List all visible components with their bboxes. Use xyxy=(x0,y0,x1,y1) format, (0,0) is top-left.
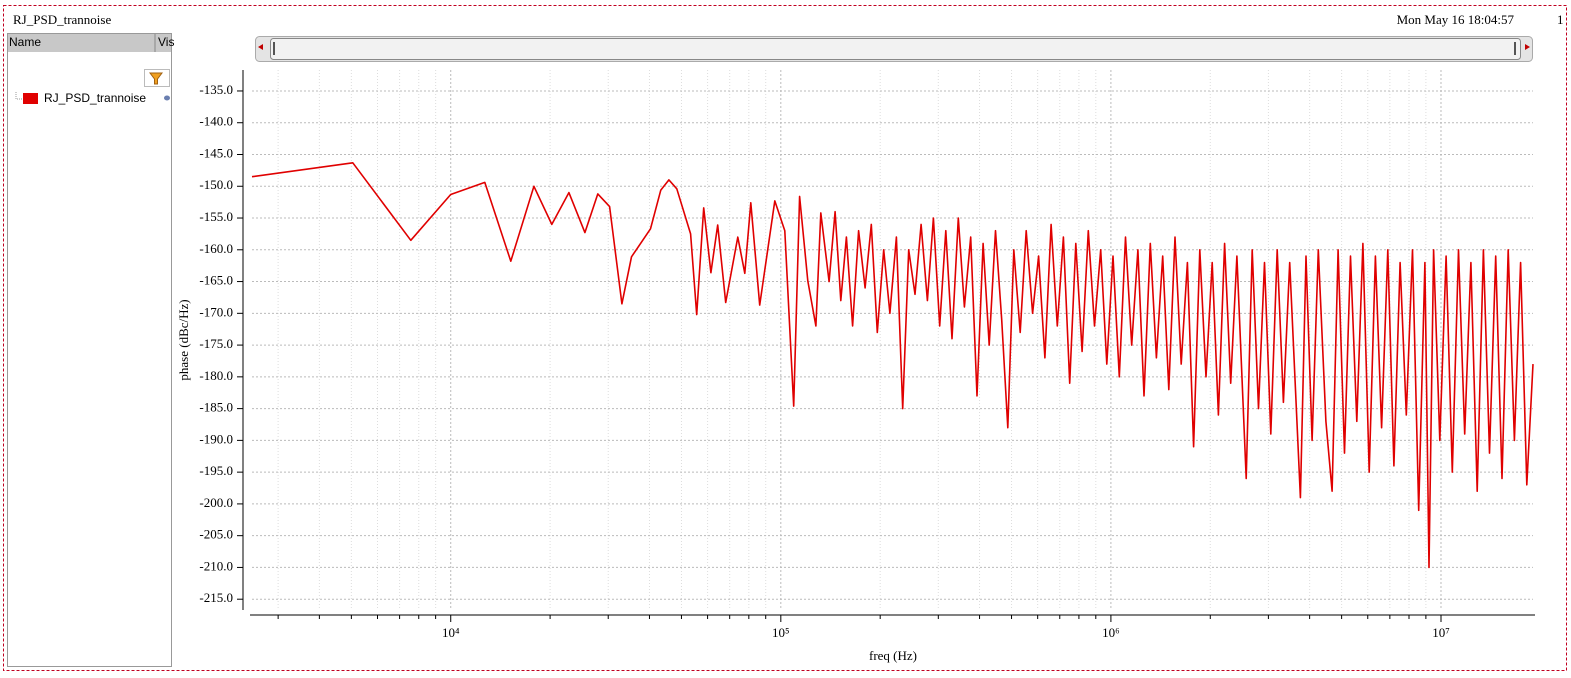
y-tick-label: -215.0 xyxy=(199,590,233,605)
window-title: RJ_PSD_trannoise xyxy=(13,12,111,27)
legend-swatch xyxy=(23,93,38,104)
y-tick-label: -185.0 xyxy=(199,400,233,415)
filter-icon xyxy=(149,72,163,85)
tree-line xyxy=(15,92,22,100)
y-tick-label: -210.0 xyxy=(199,558,233,573)
y-tick-label: -135.0 xyxy=(199,82,233,97)
y-tick-label: -145.0 xyxy=(199,145,233,160)
window-border xyxy=(3,5,1567,671)
y-tick-label: -180.0 xyxy=(199,368,233,383)
y-tick-label: -170.0 xyxy=(199,304,233,319)
y-tick-label: -205.0 xyxy=(199,527,233,542)
y-tick-label: -160.0 xyxy=(199,241,233,256)
y-tick-label: -140.0 xyxy=(199,114,233,129)
y-axis-label: phase (dBc/Hz) xyxy=(176,299,191,380)
overview-window[interactable] xyxy=(270,38,1521,60)
legend-label[interactable]: RJ_PSD_trannoise xyxy=(44,91,146,105)
series-line xyxy=(251,162,1534,569)
x-tick-label: 10⁷ xyxy=(1432,625,1450,640)
x-axis-label: freq (Hz) xyxy=(869,648,917,663)
column-name[interactable]: Name xyxy=(9,35,41,49)
y-tick-label: -155.0 xyxy=(199,209,233,224)
y-tick-label: -190.0 xyxy=(199,431,233,446)
y-tick-label: -165.0 xyxy=(199,273,233,288)
x-tick-label: 10⁶ xyxy=(1102,625,1120,640)
x-tick-label: 10⁵ xyxy=(772,625,790,640)
panel-header xyxy=(8,34,171,52)
y-tick-label: -195.0 xyxy=(199,463,233,478)
plot-area xyxy=(251,70,1534,610)
corner-label: 1 xyxy=(1557,12,1564,27)
x-tick-label: 10⁴ xyxy=(442,625,460,640)
y-tick-label: -175.0 xyxy=(199,336,233,351)
column-vis[interactable]: Vis xyxy=(158,35,174,49)
timestamp: Mon May 16 18:04:57 xyxy=(1397,12,1515,27)
filter-button[interactable] xyxy=(144,69,170,87)
visibility-icon[interactable] xyxy=(164,95,170,101)
y-tick-label: -200.0 xyxy=(199,495,233,510)
y-tick-label: -150.0 xyxy=(199,177,233,192)
signal-panel xyxy=(7,33,172,667)
